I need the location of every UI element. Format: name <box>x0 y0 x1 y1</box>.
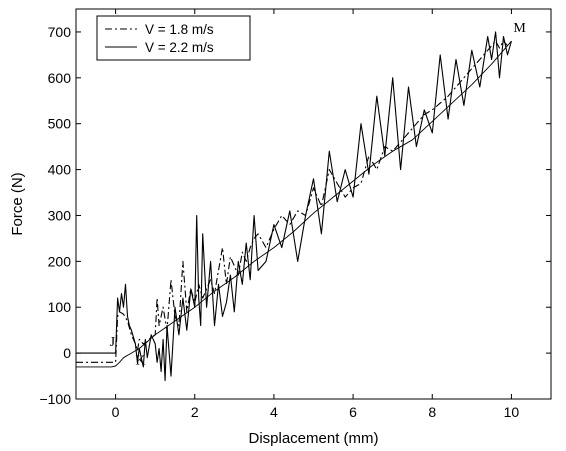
y-tick-label: 0 <box>63 345 71 361</box>
x-tick-label: 6 <box>349 404 357 420</box>
x-axis-label: Displacement (mm) <box>248 430 378 447</box>
legend-box <box>96 15 251 61</box>
y-axis-label: Force (N) <box>9 172 26 235</box>
x-tick-label: 8 <box>428 404 436 420</box>
plot-area <box>75 8 552 400</box>
series-line-3 <box>76 40 512 368</box>
x-tick-label: 10 <box>504 404 520 420</box>
annotation-k: K <box>135 354 145 369</box>
series-line-1 <box>76 40 508 363</box>
x-tick-label: 0 <box>112 404 120 420</box>
y-tick-label: 500 <box>48 116 72 132</box>
y-tick-label: −100 <box>39 391 71 407</box>
legend: V = 1.8 m/s V = 2.2 m/s <box>96 15 251 61</box>
y-tick-label: 100 <box>48 299 72 315</box>
annotation-m: M <box>513 21 526 36</box>
y-tick-label: 300 <box>48 207 72 223</box>
y-tick-label: 200 <box>48 253 72 269</box>
y-tick-label: 600 <box>48 70 72 86</box>
series-line-2 <box>76 31 512 382</box>
annotation-j: J <box>110 335 116 350</box>
legend-label: V = 1.8 m/s <box>145 22 214 37</box>
x-tick-label: 2 <box>191 404 199 420</box>
series-lines <box>76 31 512 382</box>
annotations: J K M <box>110 21 527 369</box>
axis-ticks: 0 2 4 6 8 10 −100 0 100 200 300 400 500 600 700 <box>39 9 551 420</box>
x-tick-label: 4 <box>270 404 278 420</box>
y-tick-label: 700 <box>48 24 72 40</box>
y-tick-label: 400 <box>48 162 72 178</box>
legend-label: V = 2.2 m/s <box>145 40 214 55</box>
